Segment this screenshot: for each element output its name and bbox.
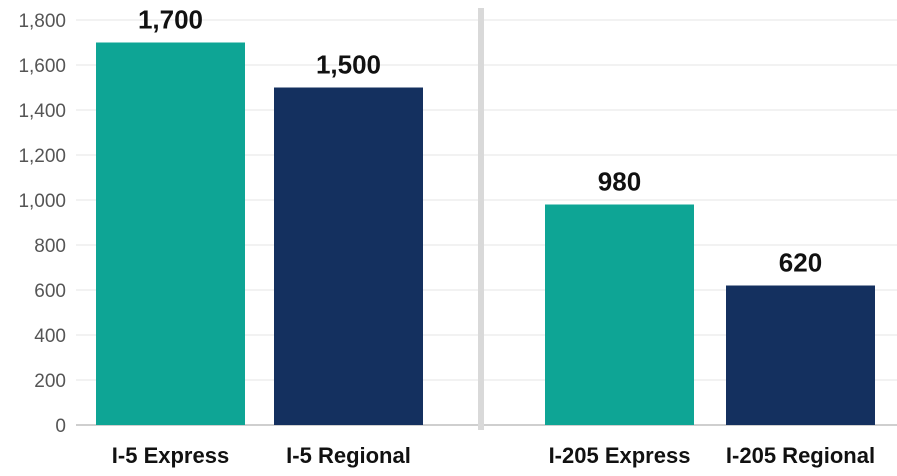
data-labels: 1,700 1,500 980 620 — [138, 5, 822, 278]
y-tick-label: 1,000 — [18, 191, 66, 212]
y-tick-label: 400 — [34, 326, 66, 347]
category-label: I-205 Regional — [726, 443, 875, 468]
y-tick-label: 200 — [34, 371, 66, 392]
y-tick-label: 0 — [55, 416, 66, 437]
y-tick-label: 1,400 — [18, 101, 66, 122]
data-label: 1,500 — [316, 50, 381, 80]
bar-i-205-regional — [726, 285, 875, 425]
y-tick-label: 800 — [34, 236, 66, 257]
data-label: 1,700 — [138, 5, 203, 35]
bar-i-5-regional — [274, 87, 423, 425]
category-labels: I-5 Express I-5 Regional I-205 Express I-20… — [112, 443, 875, 468]
data-label: 620 — [779, 248, 822, 278]
data-label: 980 — [598, 167, 641, 197]
y-tick-label: 1,800 — [18, 11, 66, 32]
y-tick-label: 1,600 — [18, 56, 66, 77]
bar-i-5-express — [96, 42, 245, 425]
y-tick-label: 1,200 — [18, 146, 66, 167]
bar-i-205-express — [545, 204, 694, 425]
bars — [96, 42, 875, 425]
y-axis-ticks: 0 200 400 600 800 1,000 1,200 1,400 1,600 1,800 — [18, 11, 66, 437]
y-tick-label: 600 — [34, 281, 66, 302]
category-label: I-205 Express — [549, 443, 691, 468]
category-label: I-5 Express — [112, 443, 229, 468]
category-label: I-5 Regional — [286, 443, 411, 468]
